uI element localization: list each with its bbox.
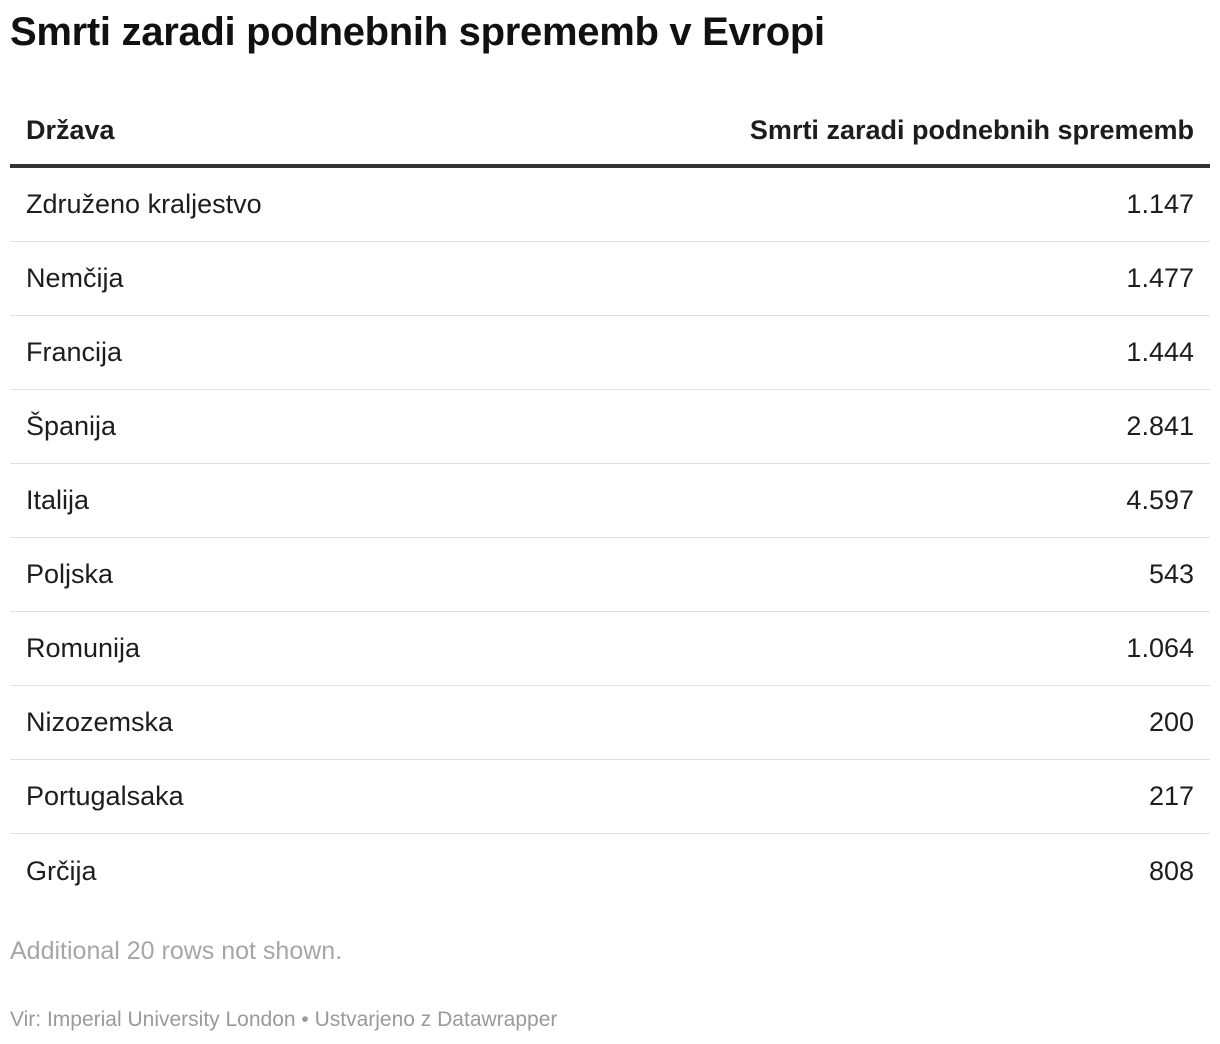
country-cell: Romunija <box>26 633 141 663</box>
country-cell: Nemčija <box>26 263 124 293</box>
deaths-cell: 543 <box>1148 559 1194 589</box>
table-header: Država Smrti zaradi podnebnih sprememb <box>10 96 1210 168</box>
table-row: Romunija 1.064 <box>10 612 1210 686</box>
deaths-cell: 1.064 <box>1126 633 1194 663</box>
country-cell: Poljska <box>26 559 114 589</box>
deaths-cell: 2.841 <box>1126 411 1194 441</box>
deaths-cell: 200 <box>1148 707 1194 737</box>
table-row: Francija 1.444 <box>10 316 1210 390</box>
source-footer: Vir: Imperial University London • Ustvar… <box>10 1008 558 1031</box>
deaths-cell: 217 <box>1148 781 1194 811</box>
deaths-cell: 1.147 <box>1126 189 1194 219</box>
deaths-cell: 1.444 <box>1126 337 1194 367</box>
column-header-country[interactable]: Država <box>26 114 115 145</box>
table-row: Portugalsaka 217 <box>10 760 1210 834</box>
country-cell: Nizozemska <box>26 707 174 737</box>
country-cell: Združeno kraljestvo <box>26 189 262 219</box>
country-cell: Španija <box>26 411 117 441</box>
table-row: Italija 4.597 <box>10 464 1210 538</box>
deaths-cell: 1.477 <box>1126 263 1194 293</box>
table-row: Španija 2.841 <box>10 390 1210 464</box>
table-row: Nizozemska 200 <box>10 686 1210 760</box>
table-row: Grčija 808 <box>10 834 1210 908</box>
country-cell: Italija <box>26 485 90 515</box>
table-row: Poljska 543 <box>10 538 1210 612</box>
data-table: Država Smrti zaradi podnebnih sprememb Z… <box>10 96 1210 908</box>
deaths-cell: 808 <box>1148 855 1194 886</box>
country-cell: Francija <box>26 337 123 367</box>
table-row: Združeno kraljestvo 1.147 <box>10 168 1210 242</box>
country-cell: Grčija <box>26 855 97 886</box>
country-cell: Portugalsaka <box>26 781 184 811</box>
chart-title: Smrti zaradi podnebnih sprememb v Evropi <box>10 10 825 54</box>
column-header-deaths[interactable]: Smrti zaradi podnebnih sprememb <box>749 114 1194 145</box>
deaths-cell: 4.597 <box>1126 485 1194 515</box>
table-row: Nemčija 1.477 <box>10 242 1210 316</box>
rows-hidden-note: Additional 20 rows not shown. <box>10 937 343 965</box>
